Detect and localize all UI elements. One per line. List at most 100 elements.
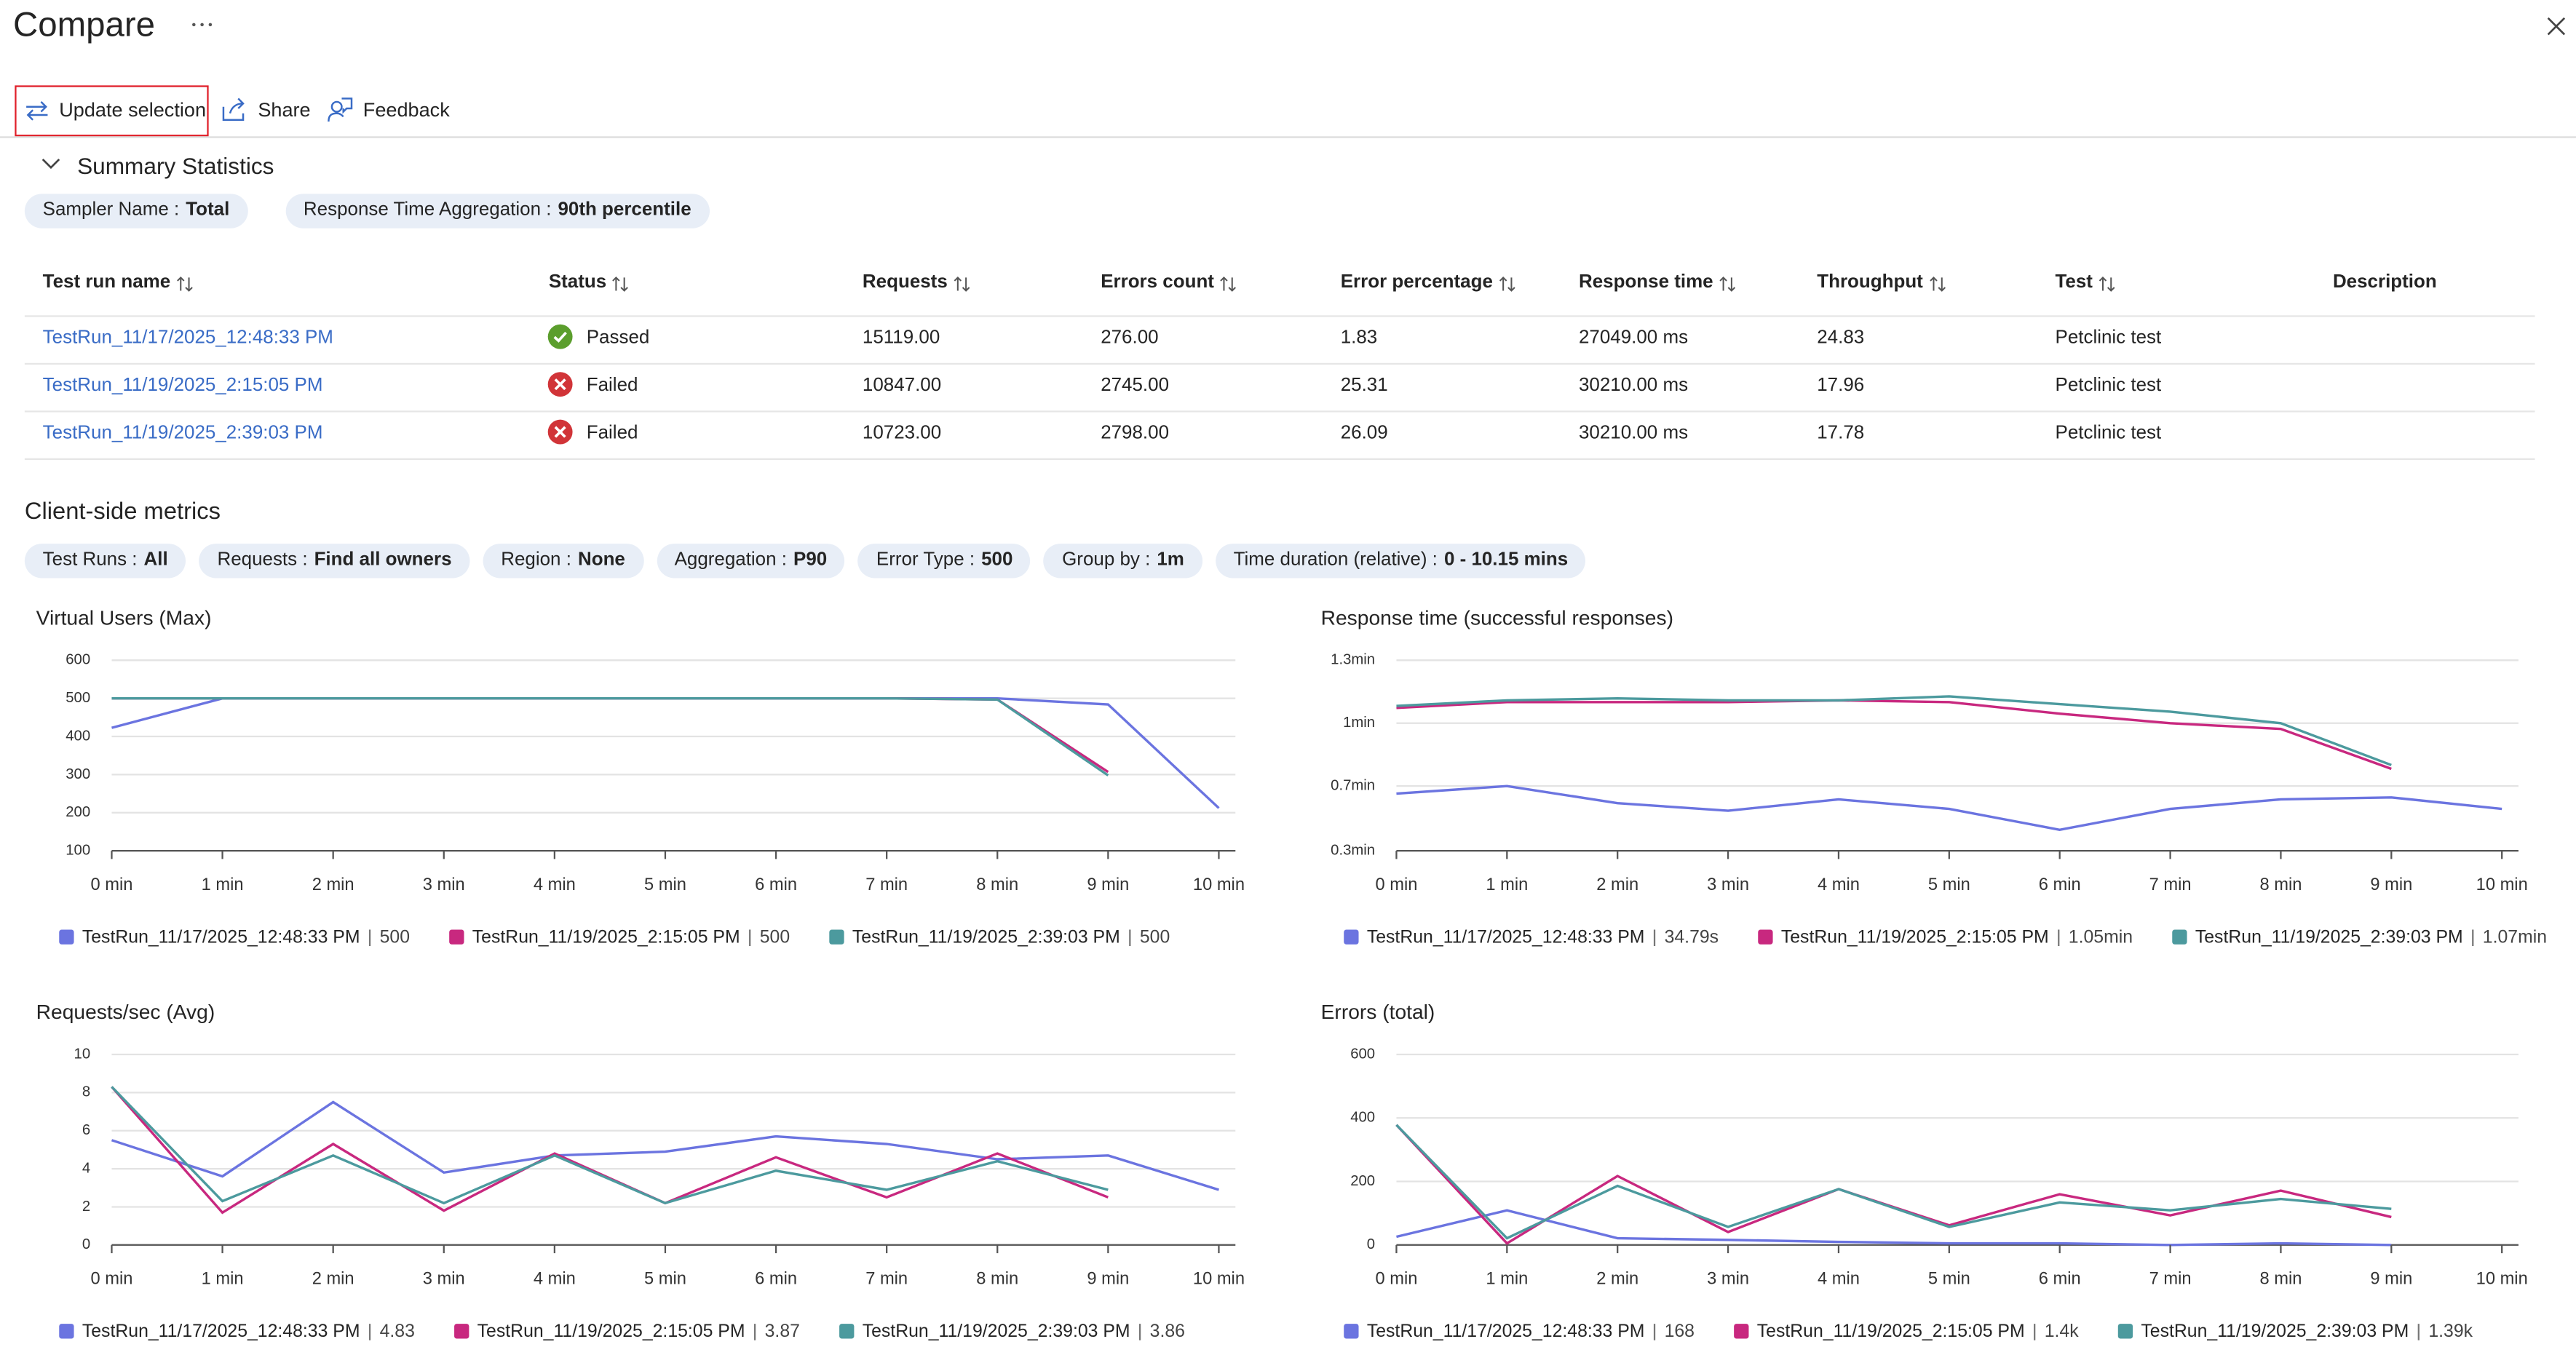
x-tick-label: 1 min: [202, 875, 244, 894]
x-tick-label: 4 min: [1818, 1269, 1860, 1288]
column-header-text: Errors count: [1101, 272, 1214, 293]
more-icon[interactable]: [191, 20, 214, 30]
legend-value: 168: [1665, 1322, 1695, 1341]
y-tick-label: 200: [1350, 1173, 1375, 1189]
legend-name: TestRun_11/17/2025_12:48:33 PM: [1367, 1322, 1645, 1341]
x-tick-label: 1 min: [1486, 1269, 1528, 1288]
filter-value: P90: [793, 550, 828, 571]
toolbar-divider: [0, 136, 2576, 138]
series-line: [1395, 1124, 2392, 1240]
sort-icon: [176, 275, 193, 291]
x-tick-label: 2 min: [312, 875, 354, 894]
column-header-text: Throughput: [1817, 272, 1923, 293]
x-tick-label: 9 min: [2370, 1269, 2412, 1288]
filter-pill[interactable]: Error Type : 500: [858, 544, 1031, 579]
filter-label: Group by :: [1062, 550, 1151, 571]
legend-swatch: [59, 929, 74, 945]
column-header[interactable]: Errors count: [1101, 271, 1237, 295]
column-header[interactable]: Test run name: [43, 271, 194, 295]
x-tick-label: 4 min: [1818, 875, 1860, 894]
column-header-text: Requests: [862, 272, 948, 293]
x-tick-label: 9 min: [1087, 1269, 1129, 1288]
y-tick-label: 400: [66, 728, 90, 744]
sort-icon: [1929, 275, 1945, 291]
legend-swatch: [1734, 1324, 1749, 1339]
test-run-link[interactable]: TestRun_11/19/2025_2:15:05 PM: [42, 376, 323, 396]
series-line: [1396, 1209, 2392, 1247]
update-selection-highlight: [15, 85, 209, 137]
legend-value: 500: [760, 927, 790, 947]
legend-swatch: [1758, 929, 1773, 945]
x-tick-label: 3 min: [1707, 1269, 1749, 1288]
table-cell: Petclinic test: [2055, 424, 2162, 444]
column-header[interactable]: Status: [549, 271, 630, 295]
x-tick-label: 1 min: [1486, 875, 1528, 894]
filter-pill[interactable]: Sampler Name : Total: [24, 194, 248, 229]
filter-label: Requests :: [217, 550, 308, 571]
column-header[interactable]: Test: [2056, 271, 2116, 295]
y-tick-label: 4: [82, 1160, 90, 1176]
x-tick-label: 5 min: [644, 1269, 686, 1288]
x-tick-label: 3 min: [1707, 875, 1749, 894]
test-run-link[interactable]: TestRun_11/17/2025_12:48:33 PM: [42, 328, 333, 349]
x-tick-label: 10 min: [2476, 1269, 2528, 1288]
x-tick-label: 0 min: [1375, 1269, 1417, 1288]
feedback-button[interactable]: Feedback: [362, 98, 450, 122]
chart-title: Requests/sec (Avg): [36, 1000, 215, 1023]
chart-title: Response time (successful responses): [1321, 605, 1673, 629]
close-icon[interactable]: [2546, 17, 2566, 36]
x-tick-label: 5 min: [644, 875, 686, 894]
x-tick-label: 10 min: [1193, 875, 1245, 894]
column-header-text: Response time: [1578, 272, 1713, 293]
filter-value: All: [143, 550, 168, 571]
x-tick-label: 4 min: [534, 1269, 576, 1288]
table-cell: 30210.00 ms: [1578, 376, 1689, 396]
legend-name: TestRun_11/19/2025_2:15:05 PM: [1781, 927, 2049, 947]
x-tick-label: 1 min: [202, 1269, 244, 1288]
filter-pill[interactable]: Aggregation : P90: [656, 544, 846, 579]
column-header[interactable]: Error percentage: [1341, 271, 1516, 295]
filter-value: 1m: [1157, 550, 1184, 571]
y-tick-label: 10: [74, 1046, 91, 1062]
series-line: [111, 696, 1109, 774]
legend-name: TestRun_11/19/2025_2:39:03 PM: [852, 927, 1120, 947]
y-tick-label: 6: [82, 1122, 90, 1138]
x-tick-label: 8 min: [976, 1269, 1018, 1288]
y-tick-label: 0.3min: [1331, 842, 1375, 858]
share-button[interactable]: Share: [258, 98, 311, 122]
column-header[interactable]: Response time: [1579, 271, 1736, 295]
table-cell: 30210.00 ms: [1578, 424, 1689, 444]
x-tick-label: 8 min: [976, 875, 1018, 894]
section-title: Client-side metrics: [24, 499, 221, 526]
y-tick-label: 0: [82, 1236, 90, 1252]
collapse-chevron[interactable]: [41, 158, 60, 171]
filter-pill[interactable]: Region : None: [483, 544, 643, 579]
filter-pill[interactable]: Group by : 1m: [1044, 544, 1202, 579]
table-cell: 10847.00: [862, 376, 942, 396]
column-header[interactable]: Throughput: [1817, 271, 1946, 295]
legend-swatch: [839, 1324, 855, 1339]
update-selection-button[interactable]: Update selection: [59, 98, 207, 122]
filter-label: Response Time Aggregation :: [303, 200, 552, 220]
chart-title: Errors (total): [1321, 1000, 1435, 1023]
table-cell: 27049.00 ms: [1578, 328, 1689, 349]
filter-pill[interactable]: Requests : Find all owners: [199, 544, 470, 579]
column-header[interactable]: Description: [2333, 271, 2437, 295]
column-header-text: Status: [548, 272, 607, 293]
legend-swatch: [2172, 929, 2187, 945]
y-tick-label: 600: [66, 652, 90, 668]
filter-label: Sampler Name :: [42, 200, 180, 220]
legend-swatch: [1344, 929, 1359, 945]
x-tick-label: 4 min: [534, 875, 576, 894]
column-header-text: Error percentage: [1340, 272, 1493, 293]
test-run-link[interactable]: TestRun_11/19/2025_2:39:03 PM: [42, 424, 323, 444]
series-line: [111, 1100, 1219, 1191]
filter-label: Test Runs :: [42, 550, 138, 571]
filter-pill[interactable]: Test Runs : All: [24, 544, 186, 579]
column-header[interactable]: Requests: [863, 271, 970, 295]
filter-pill[interactable]: Response Time Aggregation : 90th percenti…: [285, 194, 710, 229]
series-line: [1396, 784, 2502, 831]
y-tick-label: 2: [82, 1199, 90, 1215]
filter-pill[interactable]: Time duration (relative) :0 - 10.15 mins: [1215, 544, 1587, 579]
